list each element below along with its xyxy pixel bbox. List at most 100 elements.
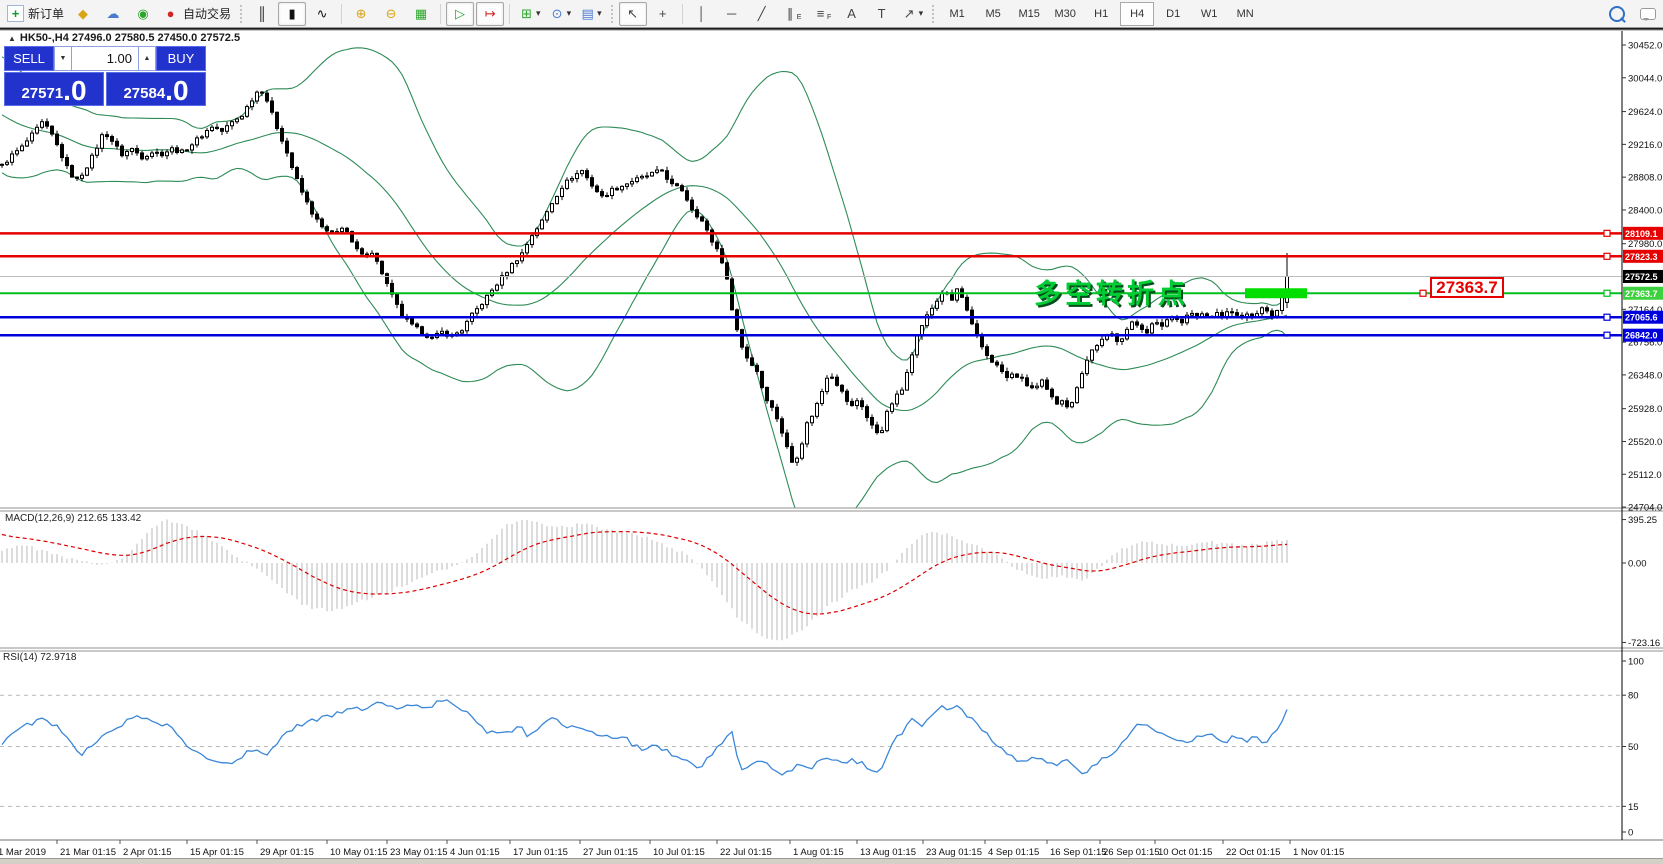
signals-button[interactable]: ◉ — [129, 2, 157, 26]
annotation-price-label[interactable]: 27363.7 — [1430, 277, 1504, 298]
timeframe-group: M1 M5 M15 M30 H1 H4 D1 W1 MN — [939, 1, 1263, 26]
new-chart-button[interactable]: ⊞ ▾ — [515, 2, 544, 26]
svg-text:1 Aug 01:15: 1 Aug 01:15 — [793, 847, 844, 858]
chart-shift-button[interactable]: ▷ — [446, 1, 475, 26]
timeframe-M30[interactable]: M30 — [1054, 7, 1076, 20]
timeframe-H4[interactable]: H4 — [1120, 1, 1155, 26]
timeframe-W1[interactable]: W1 — [1200, 7, 1218, 20]
zoom-out-icon: ⊖ — [385, 6, 397, 21]
svg-text:23 May 01:15: 23 May 01:15 — [390, 847, 448, 858]
timeframe-M15[interactable]: M15 — [1018, 7, 1040, 20]
new-order-button[interactable]: + 新订单 — [4, 2, 67, 26]
templates-button[interactable]: ▤ ▾ — [576, 2, 605, 26]
svg-text:26 Sep 01:15: 26 Sep 01:15 — [1103, 847, 1160, 858]
equidistant-channel-button[interactable]: ∥ E — [778, 2, 806, 26]
navigator-button[interactable]: ◆ — [69, 2, 97, 26]
vertical-line-icon: │ — [697, 6, 706, 21]
trendline-icon: ╱ — [757, 6, 766, 21]
svg-text:25520.0: 25520.0 — [1628, 437, 1662, 448]
text-label-icon: T — [877, 6, 886, 21]
candlestick-chart-button[interactable]: ▮ — [278, 1, 307, 26]
fibonacci-sub-label: F — [826, 14, 832, 21]
svg-text:2 Apr 01:15: 2 Apr 01:15 — [123, 847, 172, 858]
zoom-out-button[interactable]: ⊖ — [377, 2, 405, 26]
timeframe-D1[interactable]: D1 — [1166, 7, 1181, 20]
toolbar: + 新订单 ◆ ☁ ◉ ● 自动交易 ║ ▮ ∿ ⊕ ⊖ ▦ ▷ ↦ ⊞ ▾ ⊙ ▾… — [0, 0, 1663, 28]
svg-text:395.25: 395.25 — [1628, 515, 1657, 526]
svg-text:10 Oct 01:15: 10 Oct 01:15 — [1158, 847, 1212, 858]
annotation-text[interactable]: 多空转折点 — [1034, 279, 1189, 309]
timeframe-H1[interactable]: H1 — [1094, 7, 1109, 20]
chart-ohlc-header: ▲ HK50-,H4 27496.0 27580.5 27450.0 27572.… — [8, 32, 240, 44]
svg-text:100: 100 — [1628, 657, 1644, 668]
svg-text:26842.0: 26842.0 — [1625, 331, 1658, 341]
bollinger-bands — [1, 47, 1288, 508]
svg-text:27980.0: 27980.0 — [1628, 239, 1662, 250]
search-button[interactable] — [1604, 2, 1632, 26]
collapse-panel-icon[interactable]: ▲ — [8, 34, 16, 43]
buy-price-button[interactable]: 27584.0 — [106, 72, 206, 106]
bar-chart-button[interactable]: ║ — [248, 2, 276, 26]
fibonacci-button[interactable]: ≡ F — [808, 2, 836, 26]
buy-button[interactable]: BUY — [156, 46, 206, 71]
window-bottom-edge — [0, 858, 1663, 864]
timeframe-MN[interactable]: MN — [1236, 7, 1254, 20]
tile-windows-button[interactable]: ▦ — [407, 2, 435, 26]
fibonacci-icon: ≡ — [816, 6, 825, 21]
macd-indicator-label: MACD(12,26,9) 212.65 133.42 — [5, 513, 141, 524]
window-border — [0, 28, 1663, 30]
auto-trading-button[interactable]: ● 自动交易 — [159, 2, 234, 26]
horizontal-line-button[interactable]: ─ — [718, 2, 746, 26]
svg-text:23 Aug 01:15: 23 Aug 01:15 — [926, 847, 982, 858]
candlesticks — [0, 90, 1289, 466]
volume-decrease-button[interactable]: ▼ — [54, 46, 72, 71]
auto-trading-icon: ● — [166, 6, 175, 21]
svg-text:27065.6: 27065.6 — [1625, 313, 1658, 323]
line-chart-icon: ∿ — [316, 6, 328, 21]
svg-text:13 Aug 01:15: 13 Aug 01:15 — [860, 847, 916, 858]
svg-text:26348.0: 26348.0 — [1628, 370, 1662, 381]
navigator-icon: ◆ — [78, 6, 89, 21]
chart-ohlc-text: HK50-,H4 27496.0 27580.5 27450.0 27572.5 — [19, 32, 241, 44]
tile-windows-icon: ▦ — [414, 6, 428, 21]
sell-button[interactable]: SELL — [4, 46, 54, 71]
buy-price-frac: .0 — [165, 75, 189, 107]
market-watch-button[interactable]: ☁ — [99, 2, 127, 26]
date-axis: 1 Mar 2019 21 Mar 01:15 2 Apr 01:15 15 Apr … — [0, 840, 1344, 858]
zoom-in-button[interactable]: ⊕ — [347, 2, 375, 26]
templates-icon: ▤ — [581, 6, 594, 21]
auto-trading-label: 自动交易 — [183, 7, 232, 21]
channel-sub-label: E — [796, 14, 802, 21]
new-chart-icon: ⊞ — [521, 6, 532, 21]
volume-increase-button[interactable]: ▲ — [138, 46, 156, 71]
highlight-bar[interactable] — [1245, 288, 1307, 299]
svg-text:24704.0: 24704.0 — [1628, 503, 1662, 514]
line-chart-button[interactable]: ∿ — [308, 2, 336, 26]
periods-button[interactable]: ⊙ ▾ — [546, 2, 575, 26]
arrows-button[interactable]: ↗ ▾ — [898, 2, 927, 26]
cursor-button[interactable]: ↖ — [618, 1, 647, 26]
svg-text:10 May 01:15: 10 May 01:15 — [330, 847, 388, 858]
auto-scroll-button[interactable]: ↦ — [476, 1, 505, 26]
trendline-button[interactable]: ╱ — [748, 2, 776, 26]
horizontal-lines[interactable] — [0, 229, 1622, 339]
sell-price-button[interactable]: 27571.0 — [4, 72, 104, 106]
toolbar-separator — [681, 3, 683, 24]
vertical-line-button[interactable]: │ — [688, 2, 716, 26]
svg-text:25928.0: 25928.0 — [1628, 404, 1662, 415]
crosshair-button[interactable]: + — [649, 2, 677, 26]
timeframe-M1[interactable]: M1 — [949, 7, 965, 20]
volume-input[interactable] — [72, 46, 138, 71]
timeframe-M5[interactable]: M5 — [985, 7, 1001, 20]
chat-button[interactable] — [1634, 2, 1662, 26]
toolbar-separator — [440, 3, 442, 24]
text-label-button[interactable]: T — [868, 2, 896, 26]
svg-text:25112.0: 25112.0 — [1628, 470, 1662, 481]
toolbar-grip — [610, 4, 613, 23]
chevron-down-icon: ▾ — [918, 8, 924, 18]
text-button[interactable]: A — [838, 2, 866, 26]
arrows-icon: ↗ — [903, 6, 915, 21]
macd-name: MACD(12,26,9) — [5, 513, 75, 524]
